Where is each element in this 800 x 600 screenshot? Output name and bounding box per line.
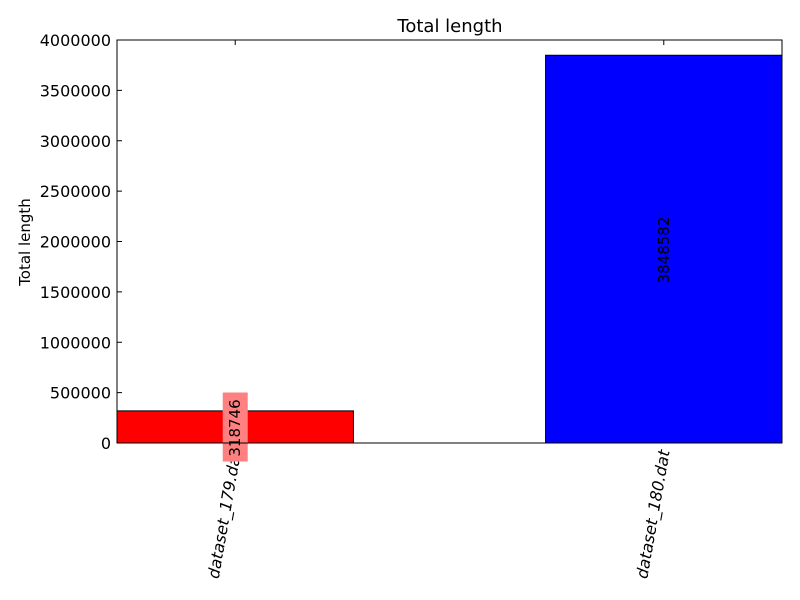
category-label: dataset_180.dat: [632, 448, 674, 581]
value-labels: 318746 3848582: [222, 217, 673, 462]
value-label: 3848582: [655, 217, 673, 284]
y-tick-label: 3000000: [40, 132, 111, 151]
y-tick-label: 2000000: [40, 233, 111, 252]
chart-title: Total length: [396, 16, 502, 37]
category-labels: dataset_179.dat dataset_180.dat: [204, 448, 675, 581]
y-tick-label: 1000000: [40, 333, 111, 352]
y-ticks: 0 500000 1000000 1500000 2000000 2500000 30000…: [40, 31, 782, 453]
bar: [545, 54, 783, 444]
value-label-highlight: [222, 392, 248, 462]
y-tick-label: 1500000: [40, 283, 111, 302]
plot-frame: [116, 39, 783, 444]
y-axis-title: Total length: [16, 198, 34, 287]
category-label: dataset_179.dat: [204, 448, 246, 581]
y-tick-label: 500000: [50, 384, 111, 403]
y-tick-label: 3500000: [40, 81, 111, 100]
value-label: 318746: [226, 399, 244, 456]
y-tick-label: 0: [101, 434, 111, 453]
bars: [116, 54, 783, 444]
y-tick-label: 4000000: [40, 31, 111, 50]
y-tick-label: 2500000: [40, 182, 111, 201]
